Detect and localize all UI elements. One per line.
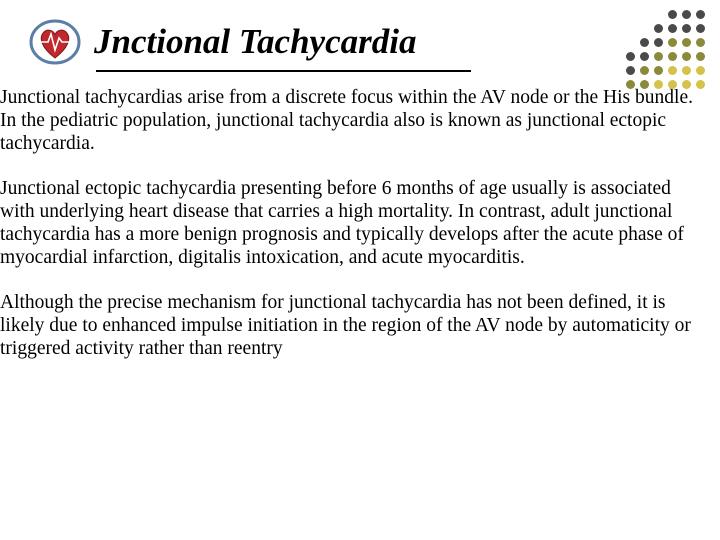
grid-dot xyxy=(654,24,663,33)
grid-dot xyxy=(626,38,635,47)
grid-dot xyxy=(696,24,705,33)
grid-dot xyxy=(626,52,635,61)
grid-dot xyxy=(682,10,691,19)
grid-dot xyxy=(696,66,705,75)
paragraph-1: Junctional tachycardias arise from a dis… xyxy=(0,86,706,155)
grid-dot xyxy=(640,38,649,47)
title-underline xyxy=(96,70,471,72)
grid-dot xyxy=(654,10,663,19)
heart-logo-icon xyxy=(28,18,82,66)
grid-dot xyxy=(696,10,705,19)
grid-dot xyxy=(668,80,677,89)
grid-dot xyxy=(640,10,649,19)
grid-dot xyxy=(640,24,649,33)
grid-dot xyxy=(668,24,677,33)
paragraph-2: Junctional ectopic tachycardia presentin… xyxy=(0,177,706,269)
grid-dot xyxy=(696,38,705,47)
grid-dot xyxy=(668,10,677,19)
grid-dot xyxy=(682,80,691,89)
grid-dot xyxy=(668,66,677,75)
grid-dot xyxy=(682,24,691,33)
page-title: Jnctional Tachycardia xyxy=(94,22,416,62)
grid-dot xyxy=(682,38,691,47)
grid-dot xyxy=(626,10,635,19)
grid-dot xyxy=(668,38,677,47)
grid-dot xyxy=(654,52,663,61)
grid-dot xyxy=(654,38,663,47)
decorative-dot-grid xyxy=(626,10,708,92)
header-row: Jnctional Tachycardia xyxy=(0,18,720,66)
paragraph-3: Although the precise mechanism for junct… xyxy=(0,291,706,360)
grid-dot xyxy=(626,66,635,75)
grid-dot xyxy=(640,80,649,89)
grid-dot xyxy=(682,66,691,75)
grid-dot xyxy=(654,80,663,89)
grid-dot xyxy=(626,80,635,89)
grid-dot xyxy=(640,52,649,61)
logo-heart xyxy=(41,30,68,58)
grid-dot xyxy=(640,66,649,75)
grid-dot xyxy=(626,24,635,33)
grid-dot xyxy=(696,80,705,89)
grid-dot xyxy=(696,52,705,61)
grid-dot xyxy=(654,66,663,75)
grid-dot xyxy=(682,52,691,61)
grid-dot xyxy=(668,52,677,61)
slide: Jnctional Tachycardia Junctional tachyca… xyxy=(0,0,720,540)
body-text: Junctional tachycardias arise from a dis… xyxy=(0,86,720,360)
